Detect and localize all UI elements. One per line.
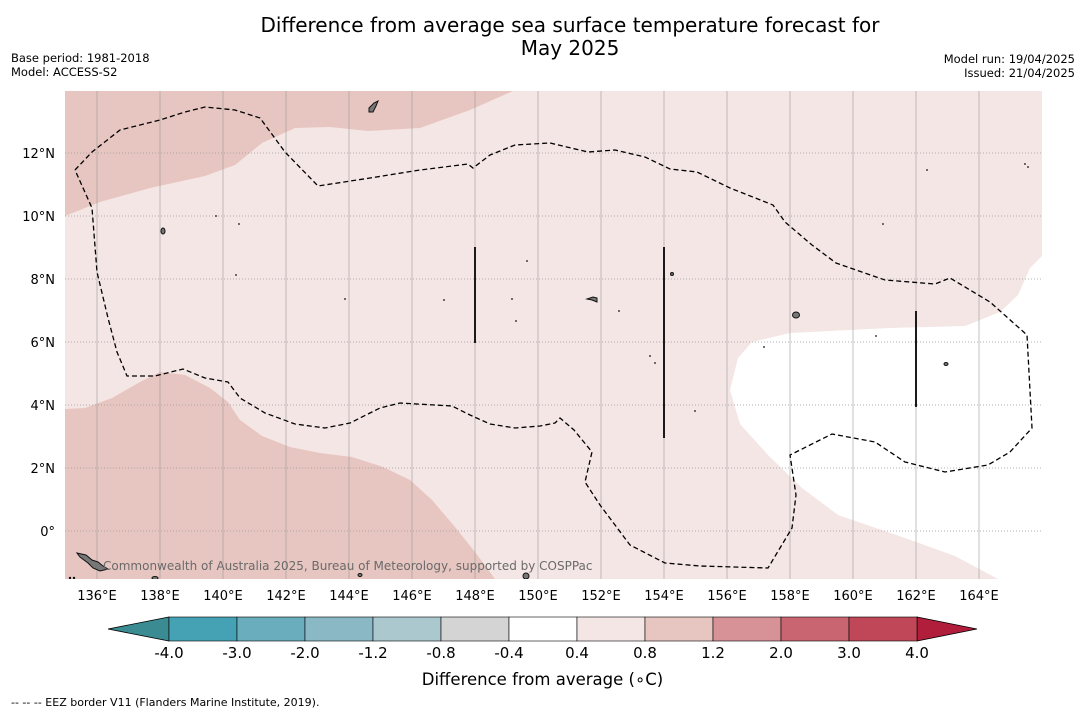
colorbar-under-arrow bbox=[107, 616, 170, 642]
colorbar-tick-label: 0.4 bbox=[565, 644, 589, 662]
lon-label: 154°E bbox=[644, 589, 684, 604]
lon-label: 150°E bbox=[518, 589, 558, 604]
colorbar-tick-label: 4.0 bbox=[905, 644, 929, 662]
colorbar-tick-label: -3.0 bbox=[222, 644, 251, 662]
lon-label: 136°E bbox=[77, 589, 117, 604]
colorbar-bin bbox=[712, 616, 782, 642]
colorbar-tick-label: -0.8 bbox=[426, 644, 455, 662]
neutral-region bbox=[730, 256, 1042, 579]
eez-footnote: -- -- -- EEZ border V11 (Flanders Marine… bbox=[11, 696, 320, 709]
map-title: Difference from average sea surface temp… bbox=[200, 14, 940, 60]
base-period: Base period: 1981-2018 bbox=[11, 51, 150, 65]
colorbar-tick-label: -2.0 bbox=[290, 644, 319, 662]
model-run: Model run: 19/04/2025 bbox=[943, 52, 1075, 66]
meta-right: Model run: 19/04/2025 Issued: 21/04/2025 bbox=[944, 52, 1075, 80]
lon-label: 162°E bbox=[896, 589, 936, 604]
lat-label: 0° bbox=[40, 525, 55, 540]
lon-label: 142°E bbox=[266, 589, 306, 604]
lon-label: 164°E bbox=[959, 589, 999, 604]
colorbar-bin bbox=[644, 616, 714, 642]
lon-label: 156°E bbox=[707, 589, 747, 604]
lon-label: 140°E bbox=[203, 589, 243, 604]
islands bbox=[75, 99, 949, 579]
lon-label: 146°E bbox=[392, 589, 432, 604]
colorbar-tick-label: -1.2 bbox=[358, 644, 387, 662]
small-islets bbox=[68, 163, 1029, 579]
colorbar-over-arrow bbox=[916, 616, 978, 642]
lat-label: 8°N bbox=[31, 273, 56, 288]
issued-date: Issued: 21/04/2025 bbox=[964, 66, 1075, 80]
colorbar-bin bbox=[236, 616, 306, 642]
boundary-segments bbox=[474, 247, 917, 438]
latitude-lines bbox=[65, 152, 1042, 532]
title-line-1: Difference from average sea surface temp… bbox=[260, 13, 880, 37]
colorbar-tick-label: -4.0 bbox=[154, 644, 183, 662]
colorbar-tick-label: 0.8 bbox=[633, 644, 657, 662]
attribution: Commonwealth of Australia 2025, Bureau o… bbox=[103, 559, 593, 573]
lat-label: 4°N bbox=[31, 399, 56, 414]
colorbar-tick-label: 3.0 bbox=[837, 644, 861, 662]
colorbar: -4.0 -3.0 -2.0 -1.2 -0.8 -0.4 0.4 0.8 1.2 2.0 3.0 4… bbox=[107, 616, 978, 662]
lon-label: 148°E bbox=[455, 589, 495, 604]
lon-label: 138°E bbox=[140, 589, 180, 604]
colorbar-label: Difference from average (∘C) bbox=[421, 670, 664, 689]
colorbar-bin bbox=[576, 616, 646, 642]
colorbar-bin bbox=[780, 616, 850, 642]
lon-label: 152°E bbox=[581, 589, 621, 604]
colorbar-tick-label: 1.2 bbox=[701, 644, 725, 662]
meta-left: Base period: 1981-2018 Model: ACCESS-S2 bbox=[11, 51, 150, 79]
map-plot-area: Commonwealth of Australia 2025, Bureau o… bbox=[65, 91, 1042, 579]
model-name: Model: ACCESS-S2 bbox=[11, 65, 118, 79]
lat-label: 2°N bbox=[31, 462, 56, 477]
lat-label: 10°N bbox=[22, 210, 55, 225]
lon-label: 158°E bbox=[770, 589, 810, 604]
anomaly-region-warm-north bbox=[65, 91, 513, 216]
lat-label: 12°N bbox=[22, 147, 55, 162]
eez-border bbox=[74, 106, 1033, 569]
colorbar-tick-label: 2.0 bbox=[769, 644, 793, 662]
colorbar-bin bbox=[372, 616, 442, 642]
colorbar-bin bbox=[508, 616, 578, 642]
colorbar-bin bbox=[440, 616, 510, 642]
colorbar-tick-label: -0.4 bbox=[494, 644, 523, 662]
colorbar-bin bbox=[304, 616, 374, 642]
lon-label: 144°E bbox=[329, 589, 369, 604]
title-line-2: May 2025 bbox=[520, 36, 620, 60]
colorbar-bin bbox=[168, 616, 238, 642]
lat-label: 6°N bbox=[31, 336, 56, 351]
lon-label: 160°E bbox=[833, 589, 873, 604]
anomaly-region-warm-south bbox=[65, 372, 495, 579]
colorbar-bin bbox=[848, 616, 918, 642]
latitude-labels: 12°N 10°N 8°N 6°N 4°N 2°N 0° bbox=[22, 147, 55, 540]
longitude-labels: 136°E 138°E 140°E 142°E 144°E 146°E 148°… bbox=[77, 589, 999, 604]
